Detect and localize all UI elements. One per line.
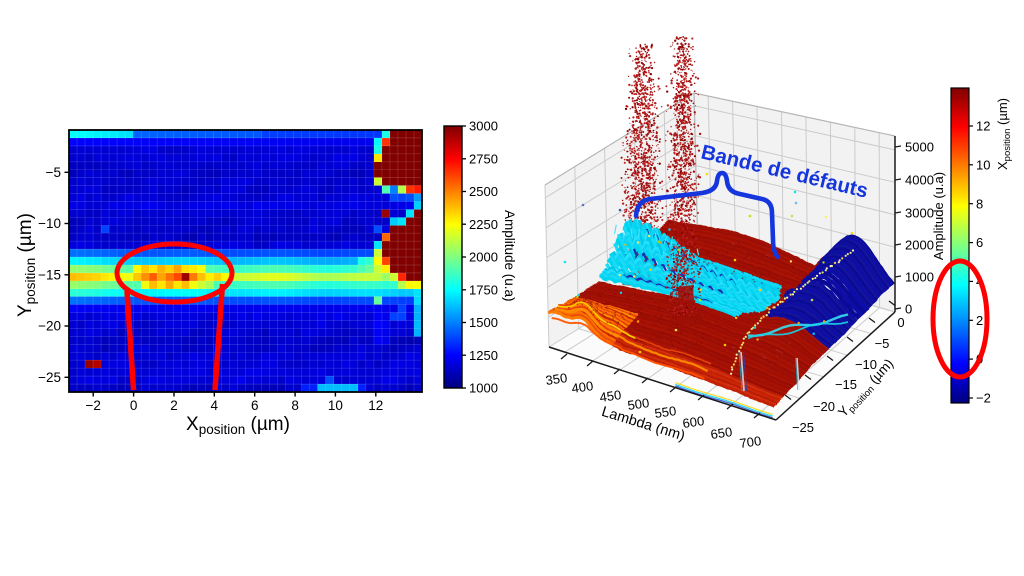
svg-text:2: 2 bbox=[170, 398, 178, 413]
svg-text:550: 550 bbox=[654, 403, 678, 421]
svg-text:350: 350 bbox=[545, 370, 569, 388]
svg-text:−10: −10 bbox=[855, 357, 877, 372]
svg-text:1000: 1000 bbox=[469, 381, 498, 396]
svg-text:8: 8 bbox=[291, 398, 299, 413]
svg-text:−10: −10 bbox=[38, 216, 61, 231]
svg-text:−25: −25 bbox=[792, 420, 814, 435]
svg-text:650: 650 bbox=[710, 424, 734, 442]
svg-text:Yposition (µm): Yposition (µm) bbox=[15, 213, 38, 317]
svg-text:0: 0 bbox=[897, 315, 904, 330]
svg-text:12: 12 bbox=[368, 398, 383, 413]
svg-text:1000: 1000 bbox=[905, 270, 934, 285]
svg-text:3000: 3000 bbox=[905, 206, 934, 221]
svg-text:2000: 2000 bbox=[905, 238, 934, 253]
svg-text:4: 4 bbox=[211, 398, 219, 413]
svg-text:4000: 4000 bbox=[905, 173, 934, 188]
svg-text:−20: −20 bbox=[38, 319, 61, 334]
svg-text:8: 8 bbox=[976, 196, 983, 211]
svg-text:−15: −15 bbox=[835, 377, 857, 392]
svg-text:2500: 2500 bbox=[469, 184, 498, 199]
svg-text:12: 12 bbox=[976, 119, 990, 134]
svg-text:1750: 1750 bbox=[469, 282, 498, 297]
svg-text:−15: −15 bbox=[38, 268, 61, 283]
svg-text:2750: 2750 bbox=[469, 151, 498, 166]
svg-text:450: 450 bbox=[599, 387, 623, 405]
svg-text:6: 6 bbox=[976, 235, 983, 250]
svg-text:10: 10 bbox=[976, 157, 990, 172]
svg-text:−20: −20 bbox=[813, 399, 835, 414]
svg-text:10: 10 bbox=[328, 398, 343, 413]
svg-text:2: 2 bbox=[976, 313, 983, 328]
svg-text:−25: −25 bbox=[38, 370, 61, 385]
svg-text:Amplitude (u.a): Amplitude (u.a) bbox=[502, 210, 517, 302]
svg-text:Amplitude (u.a): Amplitude (u.a) bbox=[931, 172, 946, 260]
svg-text:−2: −2 bbox=[85, 398, 100, 413]
svg-text:−5: −5 bbox=[46, 165, 61, 180]
svg-text:2250: 2250 bbox=[469, 217, 498, 232]
svg-text:1250: 1250 bbox=[469, 348, 498, 363]
svg-text:500: 500 bbox=[627, 395, 651, 413]
svg-text:2000: 2000 bbox=[469, 250, 498, 265]
svg-text:6: 6 bbox=[251, 398, 259, 413]
svg-text:5000: 5000 bbox=[905, 140, 934, 155]
svg-text:0: 0 bbox=[130, 398, 138, 413]
svg-text:−2: −2 bbox=[976, 391, 991, 406]
svg-text:400: 400 bbox=[571, 378, 595, 396]
svg-text:600: 600 bbox=[682, 413, 706, 431]
svg-text:−5: −5 bbox=[875, 336, 890, 351]
svg-text:700: 700 bbox=[739, 433, 763, 451]
svg-text:0: 0 bbox=[905, 302, 912, 317]
svg-text:Xposition (µm): Xposition (µm) bbox=[186, 414, 290, 437]
svg-text:1500: 1500 bbox=[469, 315, 498, 330]
svg-text:3000: 3000 bbox=[469, 119, 498, 134]
